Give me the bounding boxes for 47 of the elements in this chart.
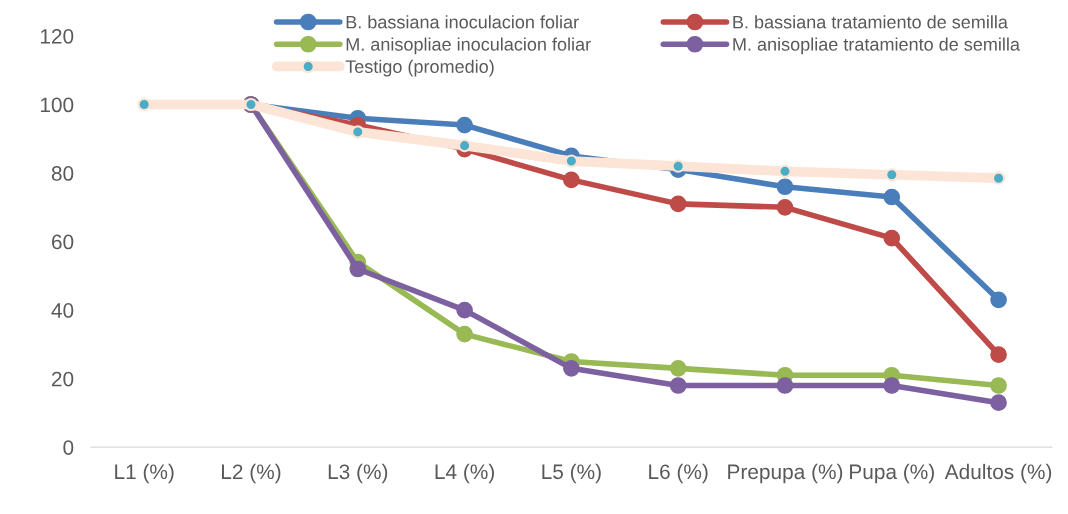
point (351, 125, 365, 139)
x-tick-label: L4 (%) (435, 463, 494, 484)
point (669, 377, 687, 394)
point (883, 229, 901, 247)
y-tick-label: 60 (52, 234, 74, 250)
y-tick-label: 0 (63, 440, 74, 455)
point (990, 346, 1007, 363)
point (457, 139, 472, 153)
point (669, 360, 687, 377)
x-tick-label: Adultos (%) (944, 463, 1052, 484)
x-tick-label: Pupa (%) (850, 463, 934, 484)
y-tick-label: 20 (51, 371, 74, 387)
point (456, 301, 473, 319)
x-tick-label: Prepupa (%) (728, 463, 843, 484)
point (349, 260, 367, 278)
point (563, 360, 580, 377)
y-tick-label: 80 (51, 166, 74, 181)
point (883, 377, 901, 394)
point (990, 291, 1007, 309)
legend-label: M. anisopliae inoculacion foliar (346, 37, 591, 55)
legend-label: Testigo (promedio) (345, 59, 494, 77)
point (778, 164, 792, 178)
point (990, 394, 1007, 411)
x-tick-label: L2 (%) (222, 463, 281, 484)
point (564, 154, 578, 168)
legend-label: B. bassiana inoculacion foliar (346, 15, 579, 29)
y-tick-label: 120 (40, 28, 74, 44)
point (990, 377, 1007, 394)
point (883, 188, 901, 206)
point (456, 325, 473, 343)
point (776, 377, 794, 394)
legend-label: B. bassiana tratamiento de semilla (733, 15, 1008, 29)
legend-label: M. anisopliae tratamiento de semilla (733, 37, 1020, 55)
point (669, 195, 687, 213)
point (456, 116, 473, 134)
y-tick-label: 40 (51, 303, 74, 318)
point (776, 178, 794, 196)
x-tick-label: L3 (%) (328, 463, 388, 484)
point (563, 171, 580, 189)
y-tick-label: 100 (40, 97, 74, 113)
x-tick-label: L6 (%) (649, 463, 708, 484)
x-tick-label: L5 (%) (542, 463, 601, 484)
point (671, 159, 685, 173)
point (885, 168, 899, 182)
point (776, 198, 794, 216)
point (137, 97, 151, 112)
x-tick-label: L1 (%) (115, 463, 174, 484)
